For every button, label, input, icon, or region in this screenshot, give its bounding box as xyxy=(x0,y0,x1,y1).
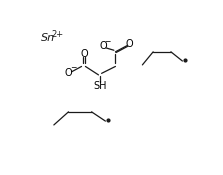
Text: SH: SH xyxy=(93,81,107,91)
Text: O: O xyxy=(99,41,107,51)
Text: O: O xyxy=(65,68,72,78)
Text: −: − xyxy=(70,64,76,72)
Text: O: O xyxy=(126,39,133,49)
Text: Sn: Sn xyxy=(41,33,55,43)
Text: 2+: 2+ xyxy=(52,30,64,39)
Text: −: − xyxy=(105,37,111,46)
Text: O: O xyxy=(80,49,88,59)
